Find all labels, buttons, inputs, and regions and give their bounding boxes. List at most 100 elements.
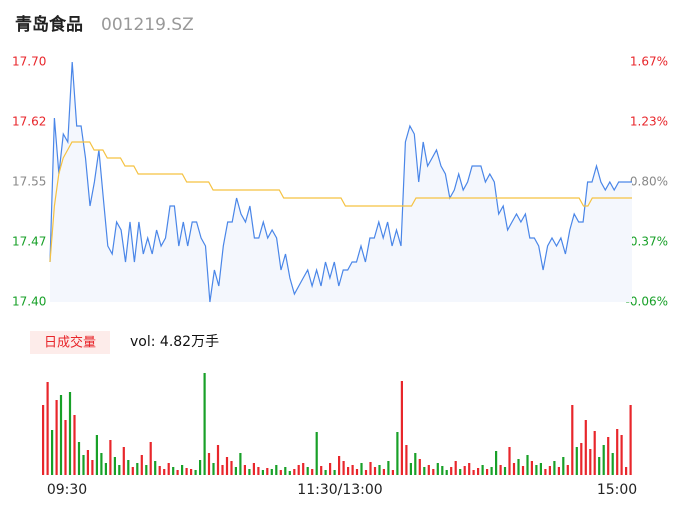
volume-bar [351, 465, 354, 475]
volume-bar [454, 461, 457, 475]
volume-bar [82, 455, 85, 475]
volume-bar [42, 405, 45, 475]
volume-bar [566, 465, 569, 475]
volume-bar [629, 405, 632, 475]
x-tick-label: 11:30/13:00 [297, 482, 382, 498]
volume-bar [607, 437, 610, 475]
volume-bar [136, 463, 139, 475]
volume-bar [355, 469, 359, 475]
volume-bar [284, 467, 287, 475]
volume-bar [118, 465, 121, 475]
volume-bar [400, 381, 403, 475]
volume-bar [414, 453, 417, 475]
volume-bar [611, 453, 614, 475]
volume-bar [544, 469, 547, 475]
volume-bar [199, 460, 202, 475]
volume-bar [311, 469, 314, 475]
volume-bar [154, 461, 157, 475]
volume-bar [293, 469, 296, 475]
volume-badge [30, 331, 110, 354]
volume-bar [329, 463, 332, 475]
volume-bar [176, 470, 179, 475]
y2-tick-label: 1.23% [630, 115, 668, 129]
price-line [49, 61, 632, 303]
y2-tick-label: 1.67% [630, 55, 668, 69]
volume-bar [46, 382, 49, 475]
volume-bar [127, 460, 130, 475]
volume-bar [122, 447, 125, 475]
volume-bar [275, 465, 278, 475]
y-tick-label: 17.55 [12, 175, 46, 189]
volume-bar [252, 463, 255, 475]
volume-bar [140, 455, 143, 475]
volume-bar [445, 470, 448, 475]
volume-bar [382, 469, 385, 475]
volume-bar [302, 463, 305, 475]
volume-bar [432, 469, 435, 475]
volume-bar [145, 465, 148, 475]
volume-bar [73, 415, 76, 475]
volume-bar [589, 449, 592, 475]
volume-bar [167, 463, 170, 475]
stock-code: 001219.SZ [101, 15, 194, 35]
volume-bar [477, 468, 480, 475]
volume-bar [131, 467, 134, 475]
volume-bar [575, 447, 578, 475]
volume-bar [158, 466, 161, 475]
y-tick-label: 17.62 [12, 115, 46, 129]
volume-bar [602, 445, 605, 475]
volume-bar [436, 463, 439, 475]
price-area [50, 62, 632, 302]
volume-bar [503, 467, 507, 475]
volume-bar [508, 447, 511, 475]
volume-bar [463, 466, 466, 475]
volume-bar [113, 457, 116, 475]
volume-bar [562, 457, 565, 475]
volume-bar [266, 468, 269, 475]
volume-bar [55, 400, 58, 475]
volume-bar [194, 470, 197, 475]
volume-bar [234, 467, 237, 475]
volume-bar [593, 431, 596, 475]
x-tick-label: 09:30 [47, 482, 87, 498]
volume-bar [104, 463, 107, 475]
volume-bar [409, 463, 412, 475]
volume-bar [427, 465, 430, 475]
volume-bar [320, 466, 323, 475]
volume-bar [203, 373, 206, 475]
volume-bar [481, 465, 484, 475]
volume-bar [297, 465, 300, 475]
volume-bar [441, 466, 444, 475]
volume-bar [557, 467, 560, 475]
volume-bar [486, 469, 489, 475]
volume-bar [499, 465, 502, 475]
volume-bar [338, 456, 341, 475]
volume-summary: vol: 4.82万手 [130, 334, 219, 350]
volume-bar [391, 470, 394, 475]
volume-bar [373, 467, 377, 475]
stock-name: 青岛食品 [15, 14, 83, 35]
volume-bar [163, 469, 166, 475]
volume-bar [86, 450, 89, 475]
volume-bar [530, 461, 533, 475]
volume-bar [472, 470, 475, 475]
volume-bar [512, 463, 516, 475]
volume-bar [625, 467, 628, 475]
volume-bar [598, 457, 601, 475]
volume-bar [225, 457, 229, 475]
volume-bar [342, 461, 345, 475]
y-tick-label: 17.40 [12, 295, 46, 309]
volume-bar [333, 470, 336, 475]
volume-bar [68, 392, 72, 475]
volume-bar [616, 429, 619, 475]
volume-bar [459, 469, 462, 475]
volume-bar [190, 469, 193, 475]
volume-bar [288, 471, 291, 475]
volume-bar [490, 467, 493, 475]
volume-bar [257, 467, 260, 475]
volume-bar [580, 443, 583, 475]
volume-bar [405, 445, 408, 475]
average-line [49, 141, 632, 263]
volume-bar [387, 461, 390, 475]
